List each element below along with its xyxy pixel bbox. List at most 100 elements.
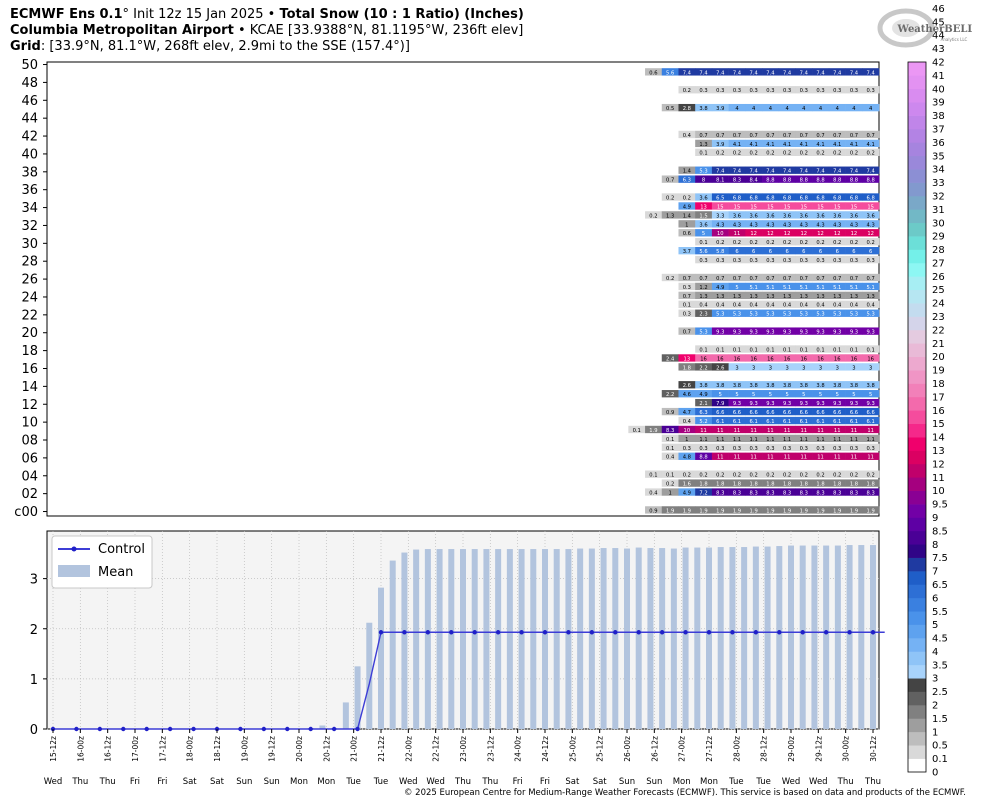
- heatmap-cell-value: 1.3: [716, 294, 724, 300]
- heatmap-cell-value: 6.6: [816, 410, 824, 416]
- heatmap-cell-value: 5: [735, 392, 738, 398]
- colorbar-segment: [908, 102, 926, 116]
- heatmap-cell: [728, 354, 746, 362]
- heatmap-cell-value: 0.2: [850, 240, 858, 246]
- heatmap-cell: [845, 425, 863, 434]
- mean-bar: [378, 587, 384, 729]
- x-tick-label: 25-00z: [568, 736, 577, 762]
- control-point: [308, 726, 313, 732]
- heatmap-cell: [661, 211, 679, 219]
- heatmap-cell-value: 3: [769, 365, 772, 371]
- heatmap-cell: [795, 86, 813, 94]
- heatmap-cell-value: 0.3: [716, 258, 724, 264]
- colorbar-segment: [908, 691, 926, 706]
- heatmap-cell-value: 1.8: [683, 365, 691, 371]
- colorbar-segment: [908, 410, 926, 424]
- heatmap-cell: [762, 103, 780, 112]
- heatmap-cell-value: 8.8: [833, 178, 841, 184]
- colorbar-label: 14: [932, 433, 945, 444]
- heatmap-cell-value: 0.3: [750, 446, 758, 452]
- heatmap-cell: [728, 390, 746, 398]
- heatmap-cell-value: 6: [735, 249, 738, 255]
- colorbar-segment: [908, 597, 926, 612]
- heatmap-cell: [678, 300, 696, 308]
- heatmap-cell-value: 11: [734, 231, 741, 237]
- colorbar-label: 47: [932, 0, 945, 2]
- x-tick-label: 28-00z: [732, 736, 741, 762]
- heatmap-cell: [661, 470, 679, 478]
- heatmap-cell: [678, 229, 696, 237]
- legend-mean-label: Mean: [98, 565, 133, 580]
- heatmap-cell-value: 3.6: [816, 213, 824, 219]
- heatmap-cell-value: 0.7: [850, 276, 858, 282]
- heatmap-cell-value: 1.4: [683, 169, 692, 175]
- heatmap-cell-value: 11: [867, 428, 874, 434]
- heatmap-cell-value: 1.1: [699, 437, 707, 443]
- day-label: Tue: [345, 777, 361, 787]
- heatmap-cell: [845, 130, 863, 139]
- colorbar-label: 5: [932, 620, 938, 631]
- heatmap-cell-value: 1.1: [800, 437, 808, 443]
- copyright-footer: © 2025 European Centre for Medium-Range …: [403, 788, 966, 798]
- y-tick-label: 38: [21, 165, 38, 180]
- heatmap-cell-value: 3.6: [699, 222, 707, 228]
- heatmap-cell: [812, 86, 830, 94]
- heatmap-cell-value: 9.3: [800, 401, 808, 407]
- heatmap-cell: [678, 68, 696, 76]
- colorbar-segment: [908, 329, 926, 344]
- control-point: [730, 630, 735, 635]
- heatmap-cell-value: 6.5: [716, 195, 724, 201]
- heatmap-cell-value: 1.3: [750, 294, 758, 300]
- day-label: Wed: [809, 777, 828, 787]
- heatmap-cell: [778, 470, 796, 478]
- heatmap-cell: [845, 139, 863, 148]
- heatmap-cell: [795, 390, 813, 398]
- colorbar-label: 4: [932, 647, 938, 658]
- heatmap-cell: [795, 398, 813, 407]
- x-tick-label: 29-12z: [814, 736, 823, 762]
- heatmap-cell: [812, 416, 830, 425]
- heatmap-cell: [828, 148, 846, 156]
- heatmap-cell-value: 0.7: [766, 133, 774, 139]
- heatmap-cell: [678, 434, 696, 443]
- heatmap-cell-value: 0.7: [867, 133, 875, 139]
- day-label: Thu: [481, 777, 498, 787]
- heatmap-cell-value: 2.6: [716, 365, 724, 371]
- heatmap-cell-value: 3.8: [733, 383, 741, 389]
- heatmap-cell: [745, 390, 763, 398]
- y-tick-label: 12: [21, 398, 38, 413]
- heatmap-cell: [711, 202, 729, 210]
- heatmap-cell: [828, 166, 846, 174]
- heatmap-cell: [745, 354, 763, 362]
- colorbar-frame: [907, 61, 927, 773]
- heatmap-cell: [745, 479, 763, 487]
- heatmap-cell: [795, 103, 813, 112]
- heatmap-cell-value: 0.4: [766, 303, 775, 309]
- control-point: [589, 630, 595, 635]
- heatmap-cell-value: 5: [769, 392, 772, 398]
- heatmap-cell-value: 7.4: [850, 70, 859, 76]
- heatmap-cell-value: 1.8: [733, 482, 741, 488]
- heatmap-cell: [862, 130, 880, 139]
- heatmap-cell-value: 9.3: [833, 330, 841, 336]
- heatmap-cell-value: 5.1: [800, 285, 808, 291]
- heatmap-cell-value: 0.3: [683, 446, 691, 452]
- heatmap-cell-value: 0.1: [750, 347, 758, 353]
- model-degree: °: [122, 7, 130, 22]
- mean-bar: [319, 725, 326, 729]
- heatmap-cell-value: 9.3: [867, 401, 875, 407]
- heatmap-cell-value: 3: [869, 365, 872, 371]
- heatmap-cell: [762, 202, 780, 210]
- heatmap-cell-value: 0.4: [833, 303, 842, 309]
- heatmap-cell: [795, 506, 813, 514]
- heatmap-cell-value: 4.3: [766, 222, 774, 228]
- heatmap-cell: [695, 103, 713, 112]
- heatmap-cell: [862, 238, 880, 246]
- heatmap-cell: [795, 488, 813, 496]
- heatmap-cell-value: 0.4: [800, 303, 809, 309]
- heatmap-cell-value: 8.8: [800, 178, 808, 184]
- heatmap-cell-value: 4.1: [816, 142, 824, 148]
- heatmap-cell-value: 16: [700, 356, 707, 362]
- heatmap-cell-value: 4.3: [750, 222, 758, 228]
- heatmap-cell: [828, 506, 846, 514]
